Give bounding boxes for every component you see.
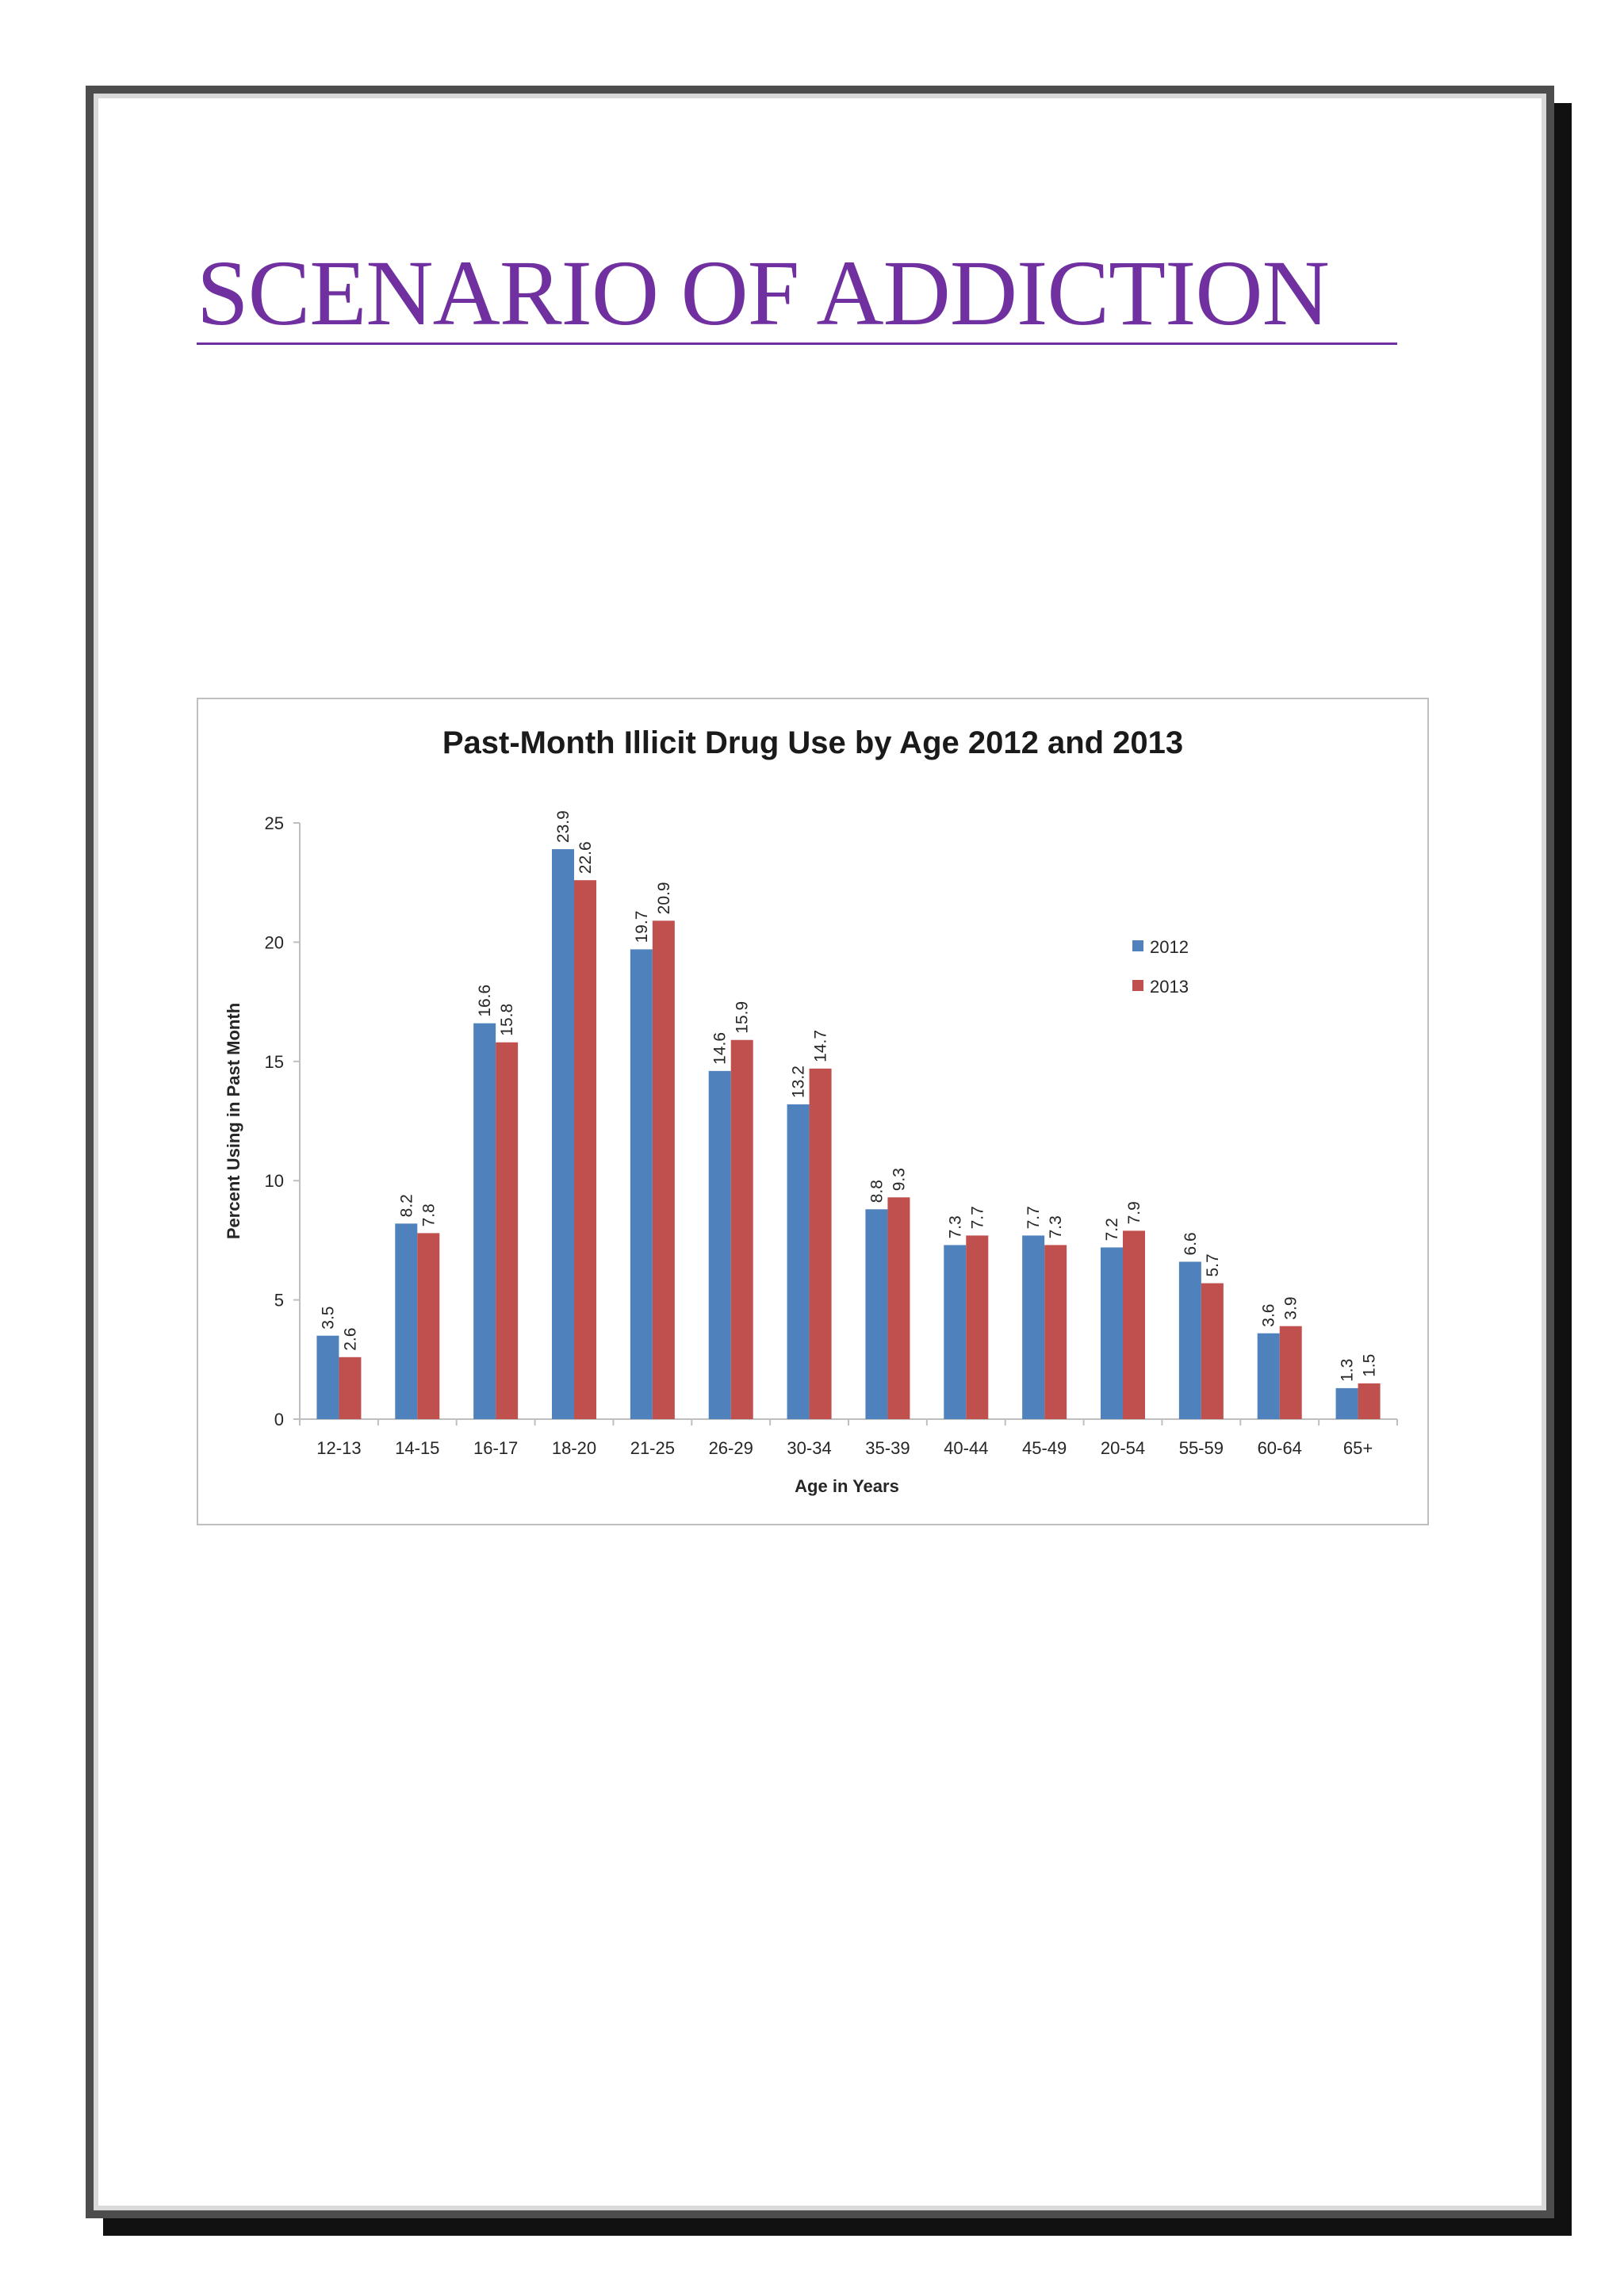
value-label: 3.6 bbox=[1260, 1304, 1278, 1327]
value-label: 7.7 bbox=[1025, 1206, 1043, 1229]
legend-swatch bbox=[1132, 980, 1143, 991]
bar-2013 bbox=[339, 1357, 362, 1419]
y-tick-label: 15 bbox=[265, 1052, 284, 1072]
x-tick-label: 20-54 bbox=[1101, 1438, 1145, 1458]
value-label: 1.5 bbox=[1361, 1354, 1379, 1377]
value-label: 16.6 bbox=[476, 985, 494, 1017]
bar-2013 bbox=[887, 1197, 910, 1419]
bar-2012 bbox=[630, 949, 653, 1419]
value-label: 14.7 bbox=[812, 1030, 830, 1062]
bar-2012 bbox=[473, 1023, 496, 1419]
page-title: SCENARIO OF ADDICTION bbox=[197, 241, 1330, 345]
x-tick-label: 16-17 bbox=[473, 1438, 518, 1458]
bar-2012 bbox=[1022, 1235, 1045, 1419]
bar-2012 bbox=[395, 1223, 418, 1419]
value-label: 15.8 bbox=[498, 1004, 516, 1036]
y-axis-title: Percent Using in Past Month bbox=[224, 1003, 243, 1239]
bar-2012 bbox=[1101, 1247, 1123, 1419]
x-tick-label: 60-64 bbox=[1258, 1438, 1302, 1458]
bar-2013 bbox=[496, 1042, 519, 1419]
value-label: 3.5 bbox=[319, 1307, 337, 1330]
bar-2012 bbox=[1257, 1333, 1280, 1419]
y-ticks: 0 5 10 15 20 25 bbox=[265, 813, 300, 1429]
x-ticks: 12-13 14-15 16-17 18-20 21-25 26-29 30-34 35-39… bbox=[299, 1419, 1398, 1458]
x-tick-label: 18-20 bbox=[552, 1438, 596, 1458]
y-tick-label: 10 bbox=[265, 1171, 284, 1191]
x-axis-title: Age in Years bbox=[795, 1476, 899, 1496]
bar-2013 bbox=[730, 1039, 753, 1419]
value-label: 2.6 bbox=[341, 1328, 359, 1351]
chart-container: Past-Month Illicit Drug Use by Age 2012 … bbox=[197, 698, 1429, 1525]
value-label: 7.3 bbox=[1047, 1215, 1065, 1238]
value-label: 20.9 bbox=[655, 882, 673, 914]
value-label: 3.9 bbox=[1282, 1296, 1300, 1319]
legend-label: 2012 bbox=[1150, 937, 1189, 957]
x-tick-label: 65+ bbox=[1343, 1438, 1373, 1458]
y-tick-label: 0 bbox=[274, 1410, 284, 1429]
x-tick-label: 12-13 bbox=[316, 1438, 361, 1458]
chart-title: Past-Month Illicit Drug Use by Age 2012 … bbox=[442, 725, 1183, 760]
bar-chart: Past-Month Illicit Drug Use by Age 2012 … bbox=[224, 725, 1398, 1496]
x-tick-label: 35-39 bbox=[865, 1438, 910, 1458]
value-label: 7.2 bbox=[1103, 1218, 1121, 1241]
x-tick-label: 21-25 bbox=[630, 1438, 675, 1458]
y-tick-label: 25 bbox=[265, 813, 284, 833]
y-tick-label: 5 bbox=[274, 1291, 284, 1311]
bar-2012 bbox=[865, 1209, 888, 1419]
bar-2013 bbox=[809, 1068, 832, 1419]
bar-2013 bbox=[1279, 1326, 1302, 1419]
value-label: 15.9 bbox=[733, 1001, 752, 1034]
bar-2013 bbox=[1358, 1383, 1381, 1419]
x-tick-label: 14-15 bbox=[395, 1438, 439, 1458]
bars bbox=[316, 849, 1381, 1419]
value-label: 7.8 bbox=[419, 1203, 438, 1226]
value-label: 6.6 bbox=[1182, 1232, 1200, 1255]
bar-2012 bbox=[1178, 1261, 1201, 1419]
value-label: 7.3 bbox=[946, 1215, 964, 1238]
bar-2013 bbox=[1044, 1245, 1067, 1419]
legend-label: 2013 bbox=[1150, 977, 1189, 997]
title-underline bbox=[197, 342, 1397, 345]
bar-2013 bbox=[417, 1233, 440, 1419]
bar-2012 bbox=[944, 1245, 967, 1419]
value-label: 9.3 bbox=[890, 1168, 908, 1191]
legend: 2012 2013 bbox=[1132, 937, 1189, 997]
x-tick-label: 45-49 bbox=[1022, 1438, 1067, 1458]
value-label: 7.7 bbox=[968, 1206, 986, 1229]
bar-2013 bbox=[1201, 1283, 1224, 1419]
value-label: 13.2 bbox=[790, 1066, 808, 1098]
bar-2012 bbox=[787, 1104, 810, 1419]
x-tick-label: 26-29 bbox=[709, 1438, 753, 1458]
x-tick-label: 40-44 bbox=[944, 1438, 988, 1458]
value-label: 23.9 bbox=[554, 810, 573, 843]
x-tick-label: 55-59 bbox=[1179, 1438, 1224, 1458]
value-label: 8.2 bbox=[397, 1194, 416, 1217]
value-label: 14.6 bbox=[711, 1032, 730, 1065]
value-label: 22.6 bbox=[576, 841, 595, 874]
legend-swatch bbox=[1132, 940, 1143, 951]
value-label: 1.3 bbox=[1339, 1359, 1357, 1382]
x-tick-label: 30-34 bbox=[787, 1438, 831, 1458]
bar-2013 bbox=[574, 880, 596, 1419]
bar-2012 bbox=[316, 1335, 339, 1419]
bar-2013 bbox=[966, 1235, 989, 1419]
bar-2012 bbox=[1335, 1387, 1358, 1419]
bar-2013 bbox=[652, 920, 675, 1419]
y-tick-label: 20 bbox=[265, 932, 284, 952]
value-label: 8.8 bbox=[868, 1180, 886, 1203]
value-label: 19.7 bbox=[633, 911, 651, 943]
value-label: 5.7 bbox=[1204, 1253, 1222, 1276]
value-label: 7.9 bbox=[1125, 1201, 1143, 1224]
bar-2013 bbox=[1123, 1230, 1145, 1419]
bar-2012 bbox=[552, 849, 574, 1419]
value-labels: 3.52.6 8.2 7.8 16.615.8 23.922.6 19.720.9 14.6… bbox=[319, 810, 1378, 1382]
bar-2012 bbox=[708, 1070, 731, 1419]
